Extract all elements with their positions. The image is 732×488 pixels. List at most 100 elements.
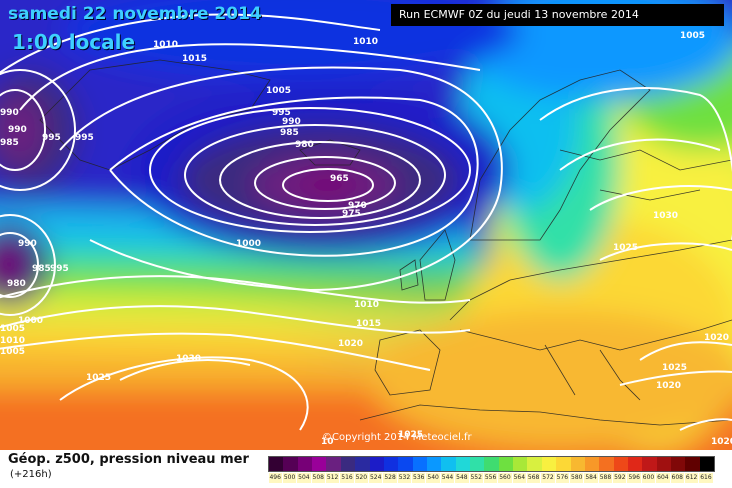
color-scale-value: 576 <box>555 473 570 483</box>
color-scale-value: 616 <box>699 473 713 483</box>
forecast-time: 1:00 locale <box>12 30 136 54</box>
color-scale <box>268 456 715 472</box>
isobar-label: 995 <box>50 264 69 274</box>
isobar-label: 985 <box>32 264 51 274</box>
forecast-step: (+216h) <box>10 469 52 480</box>
isobar-label: 1010 <box>353 37 378 47</box>
color-scale-value: 496 <box>268 473 282 483</box>
isobar-label: 995 <box>42 133 61 143</box>
color-scale-swatch <box>383 457 399 471</box>
color-scale-swatch <box>297 457 313 471</box>
color-scale-value: 548 <box>455 473 469 483</box>
color-scale-value: 528 <box>383 473 397 483</box>
color-scale-swatch <box>527 457 542 471</box>
isobars <box>0 13 732 431</box>
color-scale-swatch <box>455 457 471 471</box>
isobar-label: 1025 <box>662 363 687 373</box>
color-scale-value: 520 <box>354 473 369 483</box>
isobar-label: 1020 <box>711 437 732 447</box>
color-scale-swatch <box>570 457 585 471</box>
color-scale-swatch <box>671 457 686 471</box>
map-caption: Géop. z500, pression niveau mer <box>8 452 249 467</box>
color-scale-swatch <box>326 457 341 471</box>
color-scale-value: 524 <box>369 473 383 483</box>
color-scale-value: 560 <box>498 473 512 483</box>
isobar-label: 1025 <box>86 373 111 383</box>
isobar-label: 990 <box>18 239 37 249</box>
color-scale-swatch <box>656 457 672 471</box>
color-scale-value: 572 <box>541 473 555 483</box>
model-run-label: Run ECMWF 0Z du jeudi 13 novembre 2014 <box>391 4 724 26</box>
color-scale-value: 504 <box>297 473 311 483</box>
color-scale-swatch <box>470 457 485 471</box>
color-scale-swatch <box>541 457 557 471</box>
color-scale-swatch <box>369 457 384 471</box>
color-scale-swatch <box>498 457 514 471</box>
isobar-label: 975 <box>342 209 361 219</box>
color-scale-swatch <box>699 457 715 471</box>
color-scale-value: 592 <box>613 473 627 483</box>
color-scale-swatch <box>484 457 499 471</box>
isobar-label: 985 <box>280 128 299 138</box>
color-scale-swatch <box>685 457 700 471</box>
color-scale-value: 612 <box>684 473 699 483</box>
color-scale-value: 580 <box>570 473 584 483</box>
color-scale-swatch <box>426 457 442 471</box>
color-scale-value: 516 <box>340 473 354 483</box>
isobar-label: 995 <box>75 133 94 143</box>
isobar-label: 995 <box>272 108 291 118</box>
color-scale-labels: 496 500 504 508 512 516 520 524 528 532 536 540 544 5… <box>268 473 713 483</box>
isobar-label: 1005 <box>680 31 705 41</box>
isobar-label: 980 <box>7 279 26 289</box>
color-scale-swatch <box>398 457 413 471</box>
isobar-label: 985 <box>0 138 19 148</box>
color-scale-value: 552 <box>469 473 483 483</box>
isobar-label: 990 <box>0 108 19 118</box>
isobar-label: 1010 <box>0 336 25 346</box>
color-scale-swatch <box>642 457 657 471</box>
isobar-label: 1010 <box>153 40 178 50</box>
isobar-label: 1020 <box>704 333 729 343</box>
color-scale-value: 540 <box>426 473 440 483</box>
color-scale-swatch <box>613 457 628 471</box>
isobar-labels: 1010 1015 1010 1005 990 990 995 995 985 … <box>0 31 732 447</box>
isobar-label: 980 <box>295 140 314 150</box>
color-scale-value: 512 <box>325 473 340 483</box>
color-scale-value: 508 <box>311 473 325 483</box>
isobar-label: 1030 <box>653 211 678 221</box>
color-scale-value: 564 <box>512 473 526 483</box>
color-scale-value: 568 <box>526 473 541 483</box>
isobar-label: 1025 <box>398 430 423 440</box>
isobar-label: 1000 <box>18 316 43 326</box>
color-scale-value: 556 <box>483 473 498 483</box>
isobar-label: 1030 <box>176 354 201 364</box>
color-scale-value: 536 <box>412 473 426 483</box>
isobar-label: 1005 <box>0 324 25 334</box>
color-scale-swatch <box>269 457 284 471</box>
isobar-label: 1010 <box>354 300 379 310</box>
isobar-label: 1015 <box>182 54 207 64</box>
isobar-label: 1020 <box>656 381 681 391</box>
color-scale-value: 544 <box>440 473 455 483</box>
color-scale-value: 500 <box>282 473 297 483</box>
color-scale-swatch <box>441 457 456 471</box>
color-scale-swatch <box>412 457 427 471</box>
color-scale-swatch <box>627 457 643 471</box>
isobar-label: 10 <box>321 437 334 447</box>
color-scale-swatch <box>283 457 298 471</box>
color-scale-swatch <box>355 457 370 471</box>
isobar-label: 990 <box>8 125 27 135</box>
isobar-label: 1000 <box>236 239 261 249</box>
color-scale-value: 608 <box>670 473 684 483</box>
isobar-label: 965 <box>330 174 349 184</box>
isobar-label: 1020 <box>338 339 363 349</box>
color-scale-value: 600 <box>641 473 656 483</box>
color-scale-swatch <box>340 457 356 471</box>
weather-map: 1010 1015 1010 1005 990 990 995 995 985 … <box>0 0 732 450</box>
color-scale-swatch <box>599 457 614 471</box>
color-scale-swatch <box>556 457 571 471</box>
isobar-label: 1025 <box>613 243 638 253</box>
color-scale-value: 532 <box>397 473 412 483</box>
copyright-label: ©Copyright 2014 Meteociel.fr <box>322 432 472 443</box>
isobar-label: 1005 <box>0 347 25 357</box>
